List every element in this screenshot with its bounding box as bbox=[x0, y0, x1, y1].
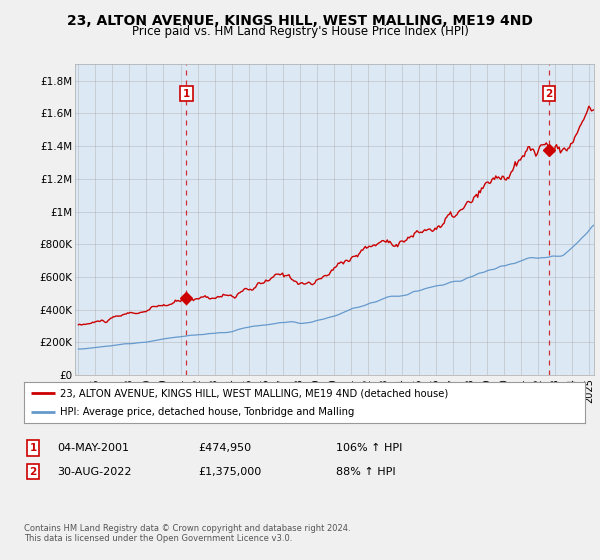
Text: 88% ↑ HPI: 88% ↑ HPI bbox=[336, 466, 395, 477]
Text: £1,375,000: £1,375,000 bbox=[198, 466, 261, 477]
Text: This data is licensed under the Open Government Licence v3.0.: This data is licensed under the Open Gov… bbox=[24, 534, 292, 543]
Text: 30-AUG-2022: 30-AUG-2022 bbox=[57, 466, 131, 477]
Text: 23, ALTON AVENUE, KINGS HILL, WEST MALLING, ME19 4ND: 23, ALTON AVENUE, KINGS HILL, WEST MALLI… bbox=[67, 14, 533, 28]
Text: 2: 2 bbox=[545, 89, 553, 99]
Text: 23, ALTON AVENUE, KINGS HILL, WEST MALLING, ME19 4ND (detached house): 23, ALTON AVENUE, KINGS HILL, WEST MALLI… bbox=[61, 389, 449, 398]
Text: 1: 1 bbox=[183, 89, 190, 99]
Text: 1: 1 bbox=[29, 443, 37, 453]
Text: HPI: Average price, detached house, Tonbridge and Malling: HPI: Average price, detached house, Tonb… bbox=[61, 407, 355, 417]
Text: Contains HM Land Registry data © Crown copyright and database right 2024.: Contains HM Land Registry data © Crown c… bbox=[24, 524, 350, 533]
Text: Price paid vs. HM Land Registry's House Price Index (HPI): Price paid vs. HM Land Registry's House … bbox=[131, 25, 469, 38]
Text: £474,950: £474,950 bbox=[198, 443, 251, 453]
Text: 2: 2 bbox=[29, 466, 37, 477]
Text: 106% ↑ HPI: 106% ↑ HPI bbox=[336, 443, 403, 453]
Text: 04-MAY-2001: 04-MAY-2001 bbox=[57, 443, 129, 453]
